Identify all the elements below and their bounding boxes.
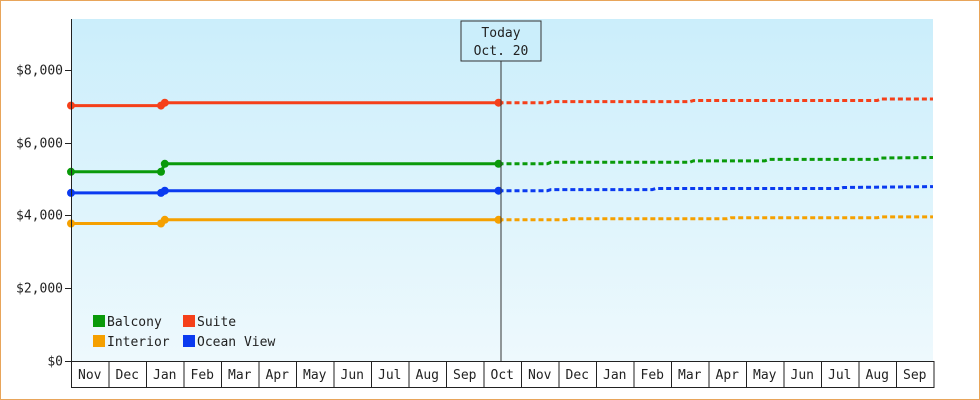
x-tick-label: Mar — [228, 368, 252, 383]
series-point-balcony[interactable] — [160, 159, 169, 168]
month-cell — [408, 361, 447, 388]
month-cell — [783, 361, 822, 388]
series-point-suite[interactable] — [160, 98, 169, 107]
x-tick-label: Mar — [678, 368, 702, 383]
series-forecast-suite — [498, 97, 933, 105]
series-forecast-balcony — [498, 156, 933, 166]
series-line-balcony — [71, 162, 499, 174]
month-cell — [896, 361, 935, 388]
y-tick-label: $4,000 — [16, 209, 63, 224]
legend-label-suite: Suite — [197, 315, 236, 330]
legend: Balcony Suite Interior Ocean View — [93, 315, 275, 350]
today-label: Today — [481, 26, 520, 41]
x-tick-label: Jan — [603, 368, 626, 383]
month-cell — [483, 361, 522, 388]
x-tick-label: Aug — [866, 368, 889, 383]
x-tick-label: May — [753, 368, 777, 383]
month-cell — [258, 361, 297, 388]
month-cell — [146, 361, 185, 388]
x-tick-label: Jul — [378, 368, 401, 383]
x-tick-label: Apr — [716, 368, 740, 383]
x-tick-label: Feb — [641, 368, 665, 383]
y-tick-label: $0 — [47, 355, 63, 370]
month-cell — [858, 361, 897, 388]
series-point-interior[interactable] — [160, 215, 169, 224]
month-cell — [371, 361, 410, 388]
month-cell — [633, 361, 672, 388]
x-month-strip: Nov Dec Jan Feb Mar Apr May Jun Jul Aug Sep Oct Nov D… — [71, 361, 935, 388]
y-tick-label: $2,000 — [16, 282, 63, 297]
legend-swatch-interior — [93, 335, 105, 347]
series-forecast-interior — [498, 215, 933, 222]
today-box — [460, 20, 542, 62]
x-tick-label: Nov — [528, 368, 552, 383]
x-tick-label: Jun — [791, 368, 814, 383]
y-tick-label: $8,000 — [16, 64, 63, 79]
x-tick-label: Sep — [903, 368, 927, 383]
x-tick-label: Apr — [266, 368, 290, 383]
legend-label-interior: Interior — [107, 335, 170, 350]
x-tick-label: Feb — [191, 368, 215, 383]
month-cell — [596, 361, 635, 388]
month-cell — [71, 361, 110, 388]
series-point-balcony[interactable] — [157, 167, 165, 176]
series-point-ocean-view[interactable] — [160, 186, 169, 195]
today-marker: Today Oct. 20 — [460, 20, 542, 62]
series-forecast-ocean-view — [498, 185, 933, 193]
month-cell — [521, 361, 560, 388]
legend-label-balcony: Balcony — [107, 315, 162, 330]
month-cell — [708, 361, 747, 388]
x-tick-label: Jun — [341, 368, 364, 383]
x-tick-label: Jan — [153, 368, 176, 383]
month-cell — [221, 361, 260, 388]
today-date: Oct. 20 — [474, 44, 529, 59]
legend-swatch-suite — [183, 315, 195, 327]
y-ticks: $0 $2,000 $4,000 $6,000 $8,000 — [16, 64, 71, 370]
x-tick-label: Dec — [116, 368, 139, 383]
x-tick-label: Oct — [491, 368, 514, 383]
legend-label-ocean-view: Ocean View — [197, 335, 275, 350]
y-tick-label: $6,000 — [16, 137, 63, 152]
x-tick-label: Dec — [566, 368, 589, 383]
x-tick-label: Nov — [78, 368, 102, 383]
legend-swatch-balcony — [93, 315, 105, 327]
x-tick-label: Sep — [453, 368, 477, 383]
x-tick-label: May — [303, 368, 327, 383]
month-cell — [558, 361, 597, 388]
month-cell — [746, 361, 785, 388]
month-cell — [333, 361, 372, 388]
month-cell — [446, 361, 485, 388]
legend-swatch-ocean-view — [183, 335, 195, 347]
x-tick-label: Jul — [828, 368, 851, 383]
x-tick-label: Aug — [416, 368, 439, 383]
